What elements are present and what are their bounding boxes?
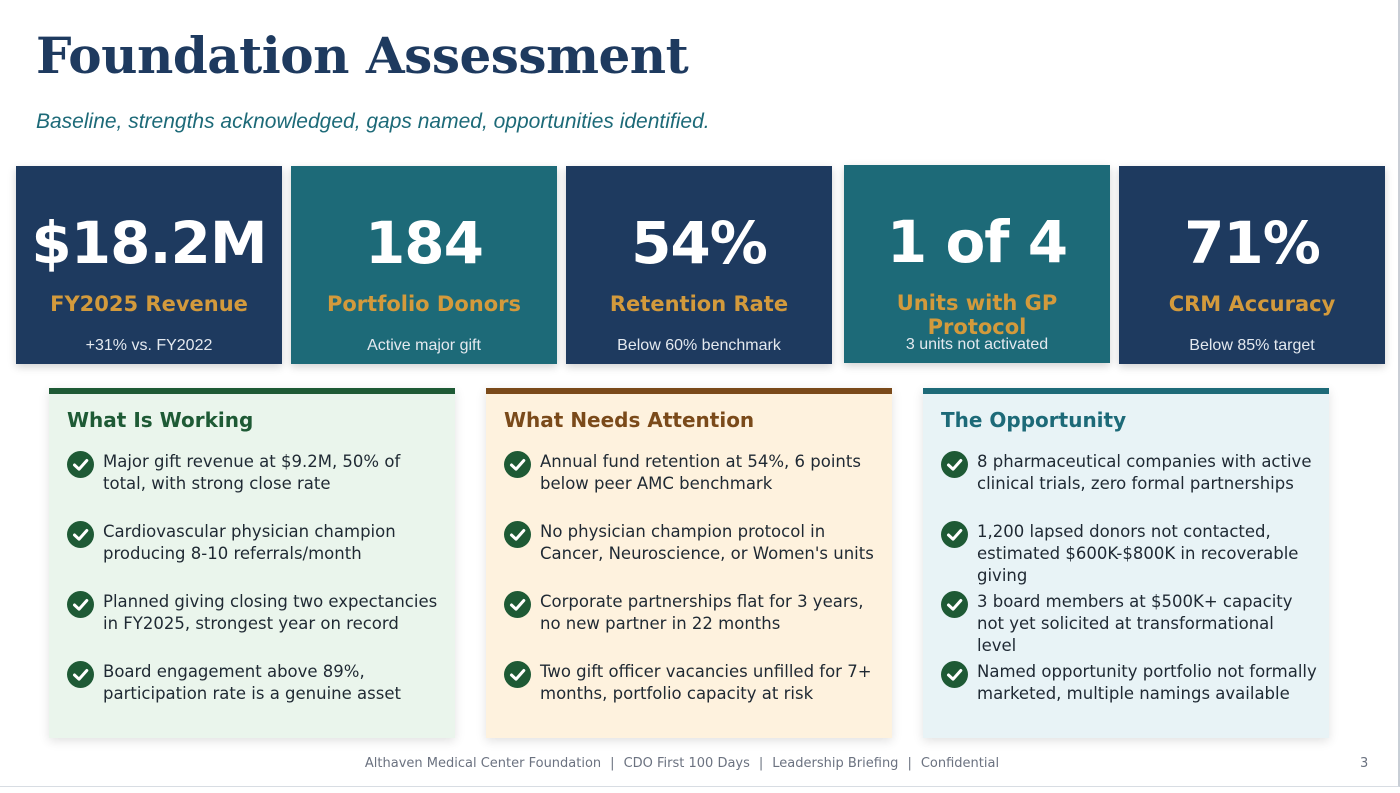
stat-value: 71% — [1184, 209, 1321, 277]
check-circle-icon — [941, 661, 968, 688]
footer-separator: | — [907, 756, 912, 771]
check-circle-icon — [67, 661, 94, 688]
list-item-text: Two gift officer vacancies unfilled for … — [540, 662, 872, 703]
check-circle-icon — [67, 591, 94, 618]
stat-note: Active major gift — [367, 337, 481, 354]
list-item-text: No physician champion protocol in Cancer… — [540, 522, 874, 563]
list-item-text: Planned giving closing two expectancies … — [103, 592, 438, 633]
check-circle-icon — [504, 521, 531, 548]
list-item-text: Cardiovascular physician champion produc… — [103, 522, 396, 563]
stat-card-gp-protocol: 1 of 4 Units with GP Protocol 3 units no… — [844, 165, 1110, 363]
page-subtitle: Baseline, strengths acknowledged, gaps n… — [36, 110, 710, 133]
stat-note: 3 units not activated — [905, 336, 1049, 353]
footer-classification: Confidential — [920, 756, 1000, 771]
stat-card-retention: 54% Retention Rate Below 60% benchmark — [566, 166, 832, 364]
footer-doc-type: Leadership Briefing — [772, 756, 899, 771]
list-item-text: Major gift revenue at $9.2M, 50% of tota… — [103, 452, 401, 493]
list-item-text: Board engagement above 89%, participatio… — [103, 662, 401, 703]
stat-value: 1 of 4 — [886, 208, 1068, 276]
stat-label: Units with GP Protocol — [896, 291, 1058, 339]
list-item-text: Annual fund retention at 54%, 6 points b… — [540, 452, 861, 493]
panel-accent-bar — [923, 388, 1329, 394]
stat-note: Below 85% target — [1189, 337, 1315, 354]
list-item-text: 3 board members at $500K+ capacity not y… — [977, 592, 1293, 655]
check-circle-icon — [941, 521, 968, 548]
footer: Althaven Medical Center Foundation | CDO F… — [0, 756, 1364, 771]
footer-program: CDO First 100 Days — [623, 756, 750, 771]
stat-card-portfolio: 184 Portfolio Donors Active major gift — [291, 166, 557, 364]
check-circle-icon — [941, 451, 968, 478]
check-circle-icon — [504, 451, 531, 478]
stat-card-crm: 71% CRM Accuracy Below 85% target — [1119, 166, 1385, 364]
list-item-text: 1,200 lapsed donors not contacted, estim… — [977, 522, 1299, 585]
stat-label: Retention Rate — [609, 292, 789, 316]
stat-note: Below 60% benchmark — [617, 337, 781, 354]
list-item-text: 8 pharmaceutical companies with active c… — [977, 452, 1312, 493]
list-item-text: Named opportunity portfolio not formally… — [977, 662, 1317, 703]
stat-value: 54% — [631, 209, 768, 277]
panel-accent-bar — [49, 388, 455, 394]
panel-what-is-working: What Is Working Major gift revenue at $9… — [49, 388, 455, 738]
panel-heading: What Needs Attention — [504, 408, 755, 432]
footer-org: Althaven Medical Center Foundation — [364, 756, 602, 771]
panel-the-opportunity: The Opportunity 8 pharmaceutical compani… — [923, 388, 1329, 738]
panel-heading: What Is Working — [67, 408, 254, 432]
check-circle-icon — [504, 661, 531, 688]
footer-separator: | — [758, 756, 764, 771]
stat-card-revenue: $18.2M FY2025 Revenue +31% vs. FY2022 — [16, 166, 282, 364]
stat-value: 184 — [364, 209, 484, 277]
check-circle-icon — [67, 521, 94, 548]
panel-what-needs-attention: What Needs Attention Annual fund retenti… — [486, 388, 892, 738]
stat-note: +31% vs. FY2022 — [85, 337, 213, 354]
check-circle-icon — [67, 451, 94, 478]
check-circle-icon — [504, 591, 531, 618]
footer-separator: | — [610, 756, 615, 771]
stat-label: Portfolio Donors — [326, 292, 521, 316]
panel-heading: The Opportunity — [941, 408, 1127, 432]
list-item-text: Corporate partnerships flat for 3 years,… — [540, 592, 864, 633]
panel-accent-bar — [486, 388, 892, 394]
check-circle-icon — [941, 591, 968, 618]
stat-label: CRM Accuracy — [1168, 292, 1336, 316]
stat-label: FY2025 Revenue — [50, 292, 248, 316]
page-number: 3 — [1360, 756, 1369, 771]
stat-value: $18.2M — [31, 209, 267, 277]
page-title: Foundation Assessment — [36, 26, 689, 85]
